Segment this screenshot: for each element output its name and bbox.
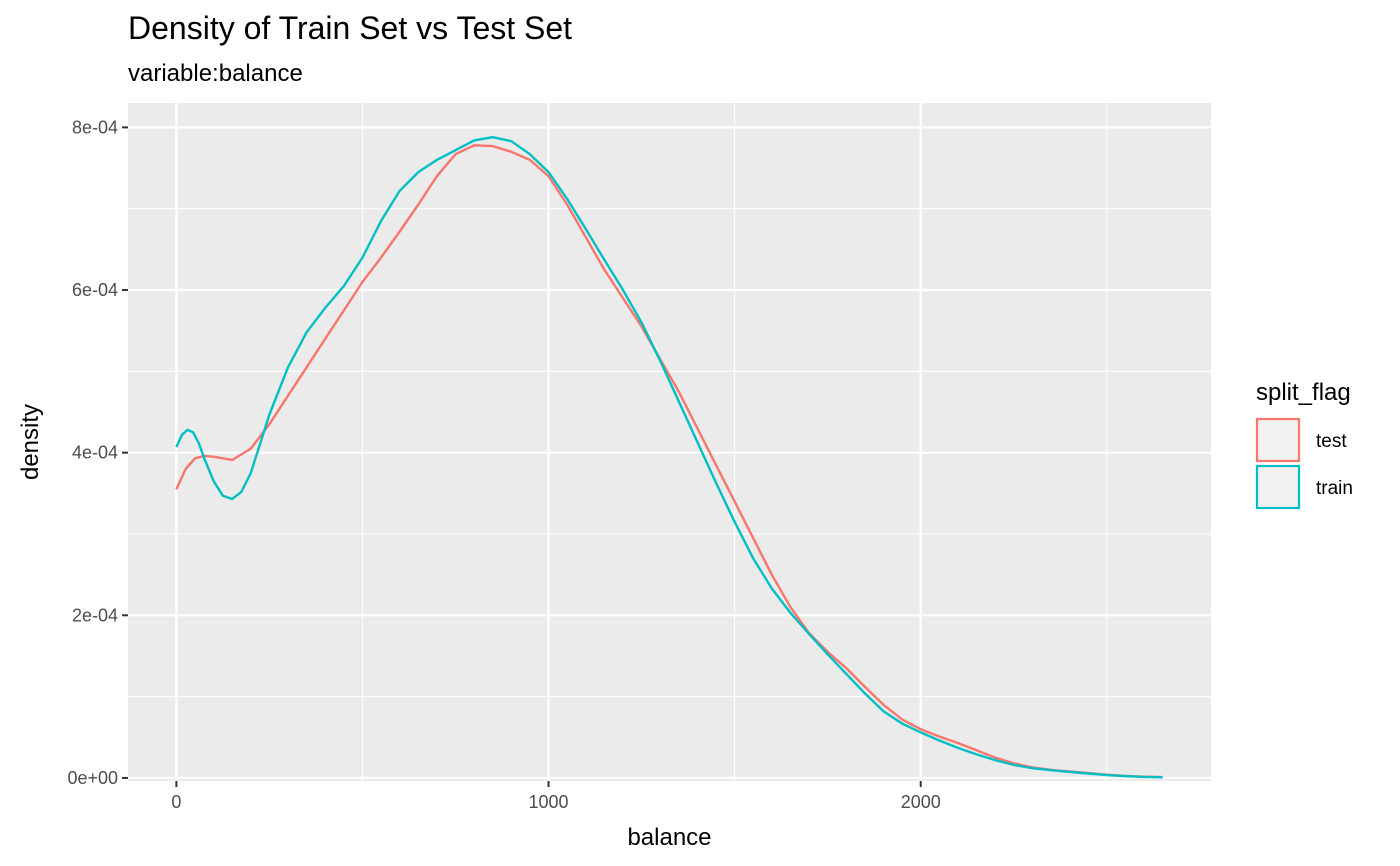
- legend-item-test: test: [1255, 417, 1347, 463]
- y-tick-label: 2e-04: [72, 605, 118, 625]
- y-tick-label: 6e-04: [72, 280, 118, 300]
- y-tick-label: 4e-04: [72, 443, 118, 463]
- x-axis: 0 1000 2000: [171, 781, 941, 812]
- legend-label-test: test: [1316, 431, 1347, 452]
- y-axis: 0e+00 2e-04 4e-04 6e-04 8e-04: [67, 117, 128, 788]
- legend-label-train: train: [1316, 478, 1353, 499]
- minor-gridlines: [128, 103, 1211, 781]
- legend-key-test: [1255, 417, 1301, 463]
- series-line-train: [175, 135, 1163, 779]
- series-layer: [175, 135, 1163, 779]
- legend-title: split_flag: [1256, 379, 1351, 406]
- legend-key-train: [1255, 464, 1301, 510]
- plot-panel: [128, 103, 1211, 781]
- major-gridlines: [128, 103, 1211, 781]
- chart-title: Density of Train Set vs Test Set: [128, 10, 572, 46]
- x-tick-label: 0: [171, 792, 181, 812]
- chart-subtitle: variable:balance: [128, 60, 303, 87]
- legend: split_flag test train: [1255, 379, 1353, 510]
- y-tick-label: 0e+00: [67, 768, 118, 788]
- x-axis-label: balance: [627, 824, 711, 851]
- legend-item-train: train: [1255, 464, 1353, 510]
- y-tick-label: 8e-04: [72, 117, 118, 137]
- x-tick-label: 1000: [529, 792, 569, 812]
- x-tick-label: 2000: [901, 792, 941, 812]
- y-axis-label: density: [17, 404, 44, 480]
